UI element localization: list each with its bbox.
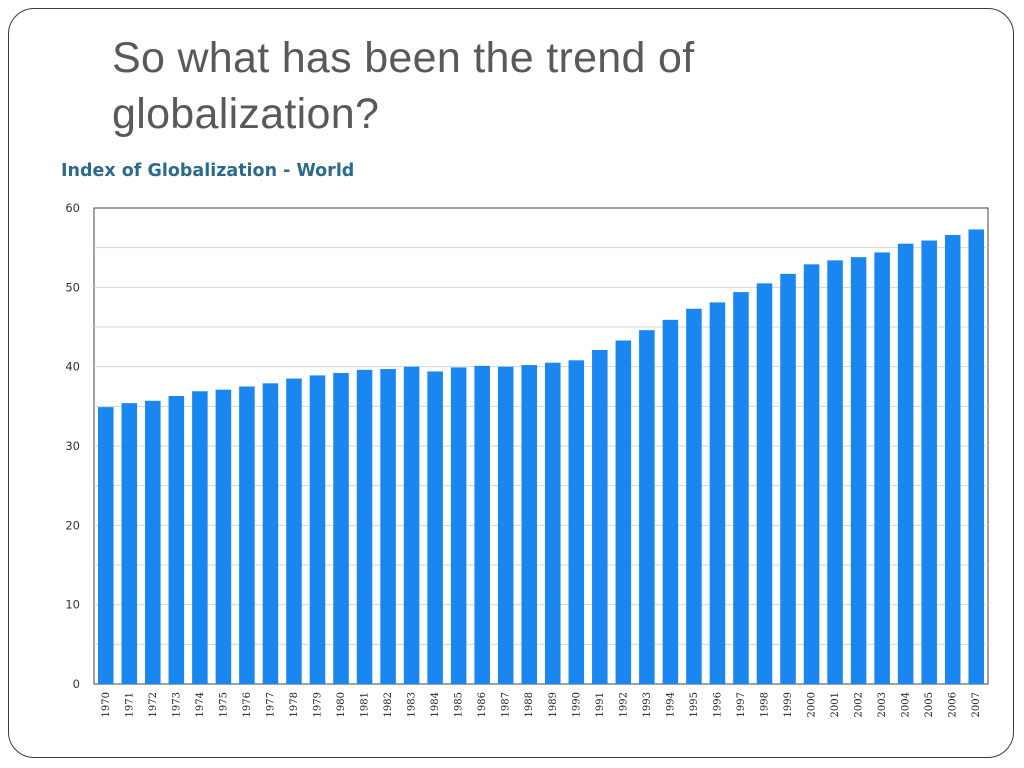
x-tick-label: 2004: [901, 692, 912, 717]
x-tick-label: 1999: [783, 692, 794, 717]
x-tick-label: 1980: [336, 692, 347, 717]
bar: [944, 234, 961, 684]
bar: [309, 375, 326, 684]
x-tick-label: 1974: [195, 692, 206, 717]
x-tick-label: 2005: [924, 692, 935, 717]
bar: [356, 369, 373, 684]
x-tick-label: 1994: [665, 692, 676, 717]
bar: [497, 366, 514, 684]
x-tick-label: 1970: [101, 692, 112, 717]
x-tick-label: 1995: [689, 692, 700, 717]
bar: [756, 283, 773, 684]
x-tick-label: 1987: [501, 692, 512, 717]
y-tick-label: 10: [65, 598, 80, 612]
bar: [544, 362, 561, 684]
x-tick-label: 1998: [760, 692, 771, 717]
x-tick-label: 2007: [971, 692, 982, 717]
bar: [803, 264, 820, 684]
x-tick-label: 1982: [383, 692, 394, 717]
y-tick-label: 30: [65, 439, 80, 453]
bar: [639, 330, 655, 684]
y-tick-label: 0: [73, 677, 80, 691]
slide-title: So what has been the trend of globalizat…: [112, 34, 695, 138]
x-tick-label: 2000: [807, 692, 818, 717]
y-tick-label: 20: [65, 518, 80, 532]
chart-title: Index of Globalization - World: [61, 161, 355, 181]
bar: [215, 389, 232, 684]
bar: [239, 386, 255, 684]
x-tick-label: 1997: [736, 692, 747, 717]
x-tick-label: 2003: [877, 692, 888, 717]
bar: [168, 396, 185, 684]
x-tick-label: 1981: [360, 692, 371, 717]
bar: [474, 365, 490, 684]
x-axis-ticks: 1970 1971 1972 1973 1974 1975 1976 1977 1978 1979…: [101, 692, 982, 717]
x-tick-label: 1993: [642, 692, 653, 717]
bar: [427, 371, 443, 684]
bar: [850, 257, 867, 684]
bar: [615, 340, 632, 684]
bar: [97, 407, 114, 684]
bar: [874, 252, 890, 684]
bar: [968, 229, 985, 685]
bar: [897, 243, 914, 684]
x-tick-label: 1977: [265, 692, 276, 717]
x-tick-label: 2001: [830, 692, 841, 717]
bar: [827, 260, 843, 684]
bar: [709, 302, 726, 684]
bar: [380, 369, 396, 684]
bar: [662, 319, 679, 684]
x-tick-label: 1979: [313, 692, 324, 717]
x-tick-label: 1992: [618, 692, 629, 717]
bars: [97, 229, 985, 685]
x-tick-label: 2006: [948, 692, 959, 717]
y-axis-ticks: 0 10 20 30 40 50 60: [65, 201, 80, 691]
bar: [568, 360, 585, 684]
bar: [733, 292, 749, 684]
x-tick-label: 1984: [430, 692, 441, 717]
x-tick-label: 1986: [477, 692, 488, 717]
bar: [780, 273, 796, 684]
x-tick-label: 1971: [124, 692, 135, 717]
bar: [921, 240, 937, 684]
bar: [262, 383, 279, 684]
bar: [121, 403, 138, 684]
x-tick-label: 1988: [524, 692, 535, 717]
x-tick-label: 1978: [289, 692, 300, 717]
x-tick-label: 1976: [242, 692, 253, 717]
bar: [145, 400, 161, 684]
x-tick-label: 1972: [148, 692, 159, 717]
bar: [333, 373, 349, 684]
x-tick-label: 1990: [571, 692, 582, 717]
bar: [403, 366, 420, 684]
x-tick-label: 1989: [548, 692, 559, 717]
bar: [592, 350, 608, 684]
bar: [450, 367, 467, 684]
bar: [286, 378, 302, 684]
x-tick-label: 1983: [407, 692, 418, 717]
x-tick-label: 1996: [712, 692, 723, 717]
x-tick-label: 1975: [218, 692, 229, 717]
y-tick-label: 40: [65, 360, 80, 374]
x-tick-label: 1985: [454, 692, 465, 717]
bar: [686, 308, 702, 684]
x-tick-label: 1973: [171, 692, 182, 717]
y-tick-label: 50: [65, 280, 80, 294]
x-tick-label: 1991: [595, 692, 606, 717]
bar: [192, 391, 208, 684]
bar: [521, 365, 538, 684]
y-tick-label: 60: [65, 201, 80, 215]
x-tick-label: 2002: [854, 692, 865, 717]
